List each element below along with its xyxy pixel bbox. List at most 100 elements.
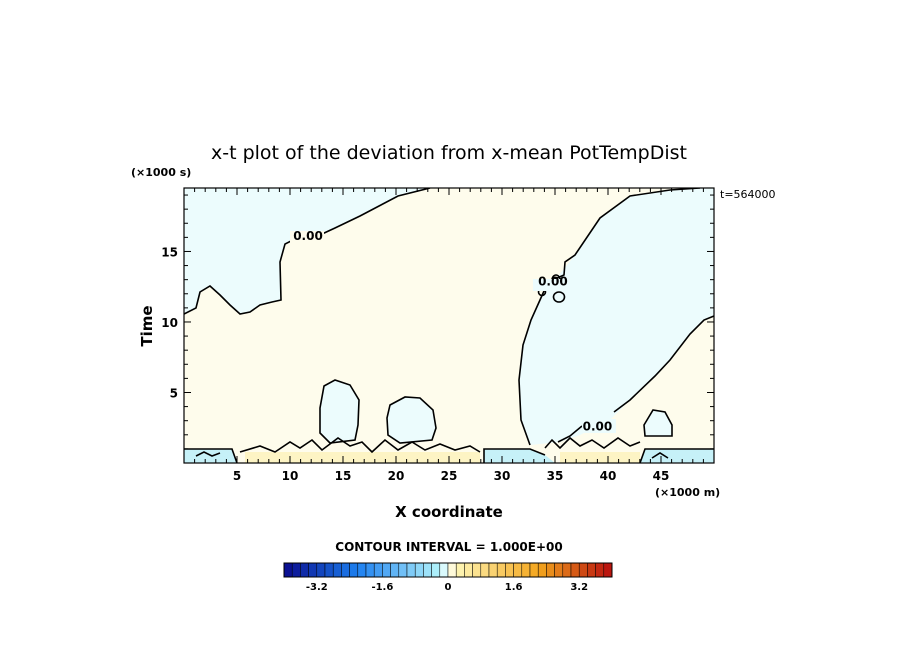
zero-contour-bottom-wavy [239,437,481,454]
y-tick-label: 5 [170,386,178,400]
colorbar-tick-label: 3.2 [570,582,588,593]
zero-contour-top [321,188,431,235]
colorbar-swatch [505,562,514,578]
colorbar-swatch [308,562,318,578]
colorbar-swatch [570,562,580,578]
minor-ticks [184,188,714,463]
colorbar-swatch [529,562,539,578]
x-tick-label: 10 [282,469,299,483]
colorbar-swatch [455,562,465,578]
colorbar-swatch [562,562,572,578]
negative-bubble-44km [644,410,672,436]
colorbar-swatch [587,562,596,578]
colorbar-tick-label: 1.6 [505,582,523,593]
zero-contour-bottom-right-wavy [544,436,641,450]
y-tick-label: 10 [161,316,178,330]
colorbar-swatch [382,562,391,578]
zero-contour-bottom-middle [483,448,546,463]
x-tick-label: 30 [494,469,511,483]
colorbar-swatch [496,562,506,578]
colorbar-swatch [423,562,432,578]
zero-contour-left [184,238,296,315]
colorbar-swatch [488,562,498,578]
colorbar-swatch [349,562,359,578]
contour-label-bg-3 [582,419,616,433]
x-tick-label: 45 [653,469,670,483]
zero-contour-right-lower [613,315,714,413]
colorbar-swatch [521,562,531,578]
y-tick-labels: 5 10 15 [161,245,178,400]
colorbar-swatch [373,562,383,578]
colorbar-swatch [316,562,326,578]
negative-bubble-21km [387,397,436,443]
zero-contour-bottom-left [184,448,238,463]
colorbar-swatch [464,562,473,578]
zero-contour-bottom-right [639,448,714,463]
y-axis-label: Time [138,305,156,346]
negative-strip-right [640,449,714,463]
x-tick-label: 40 [600,469,617,483]
colorbar-swatch [283,562,293,578]
x-tick-label: 15 [335,469,352,483]
zero-contour-bubble-44km [643,409,673,437]
colorbar-tick-labels: -3.2 -1.6 0 1.6 3.2 [306,582,588,593]
zero-contour-bottom-small-left [195,451,221,457]
contour-value-label: 0.00 [583,420,613,434]
colorbar-swatch [414,562,424,578]
zero-contour-small-loop-4 [552,291,566,303]
colorbar-swatch [398,562,408,578]
x-tick-label: 5 [233,469,241,483]
contour-label-bg-2 [533,279,563,291]
negative-region-top-right [519,188,714,445]
x-axis-label: X coordinate [395,503,503,521]
x-tick-label: 35 [547,469,564,483]
colorbar-swatch [578,562,588,578]
colorbar-swatch [431,562,441,578]
colorbar-swatch [472,562,482,578]
colorbar-tick-label: -1.6 [371,582,393,593]
plot-area [184,188,714,463]
colorbar-swatch [365,562,375,578]
colorbar-swatch [480,562,490,578]
time-stamp-label: t=564000 [720,188,776,201]
zero-contour-right [518,188,701,446]
colorbar [283,562,613,578]
colorbar-swatch [357,562,367,578]
y-unit-label: (×1000 s) [131,166,191,179]
colorbar-title: CONTOUR INTERVAL = 1.000E+00 [335,540,562,554]
colorbar-swatch [537,562,547,578]
colorbar-swatch [554,562,564,578]
colorbar-swatch [447,562,457,578]
colorbar-swatch [439,562,449,578]
chart-title: x-t plot of the deviation from x-mean Po… [211,142,687,164]
positive-strip-bottom-right [560,452,640,463]
zero-contour-bubble-15km [319,379,360,444]
x-tick-label: 20 [388,469,405,483]
colorbar-swatch [332,562,342,578]
colorbar-swatch [324,562,334,578]
negative-region-top-left [184,188,430,314]
colorbar-swatch [390,562,400,578]
zero-contour-bubble-21km [386,396,437,444]
colorbar-swatch [291,562,301,578]
contour-labels: 0.00 0.00 0.00 [293,229,612,433]
x-tick-label: 25 [441,469,458,483]
x-unit-label: (×1000 m) [655,486,720,499]
contour-value-label: 0.00 [538,274,568,288]
colorbar-swatch [546,562,555,578]
colorbar-swatch [603,562,613,578]
colorbar-swatch [406,562,416,578]
colorbar-frame [283,562,613,578]
negative-bubble-15km [320,380,359,443]
colorbar-tick-label: -3.2 [306,582,328,593]
zero-contour-right-tail [557,425,583,443]
contour-value-label: 0.00 [293,229,323,243]
contour-label-bg-1 [290,231,324,245]
x-tick-labels: 5 10 15 20 25 30 35 40 45 [233,469,670,483]
zero-contour-bottom-small-right [651,452,669,459]
colorbar-swatch [595,562,605,578]
colorbar-swatch [341,562,350,578]
colorbar-swatch [300,562,309,578]
